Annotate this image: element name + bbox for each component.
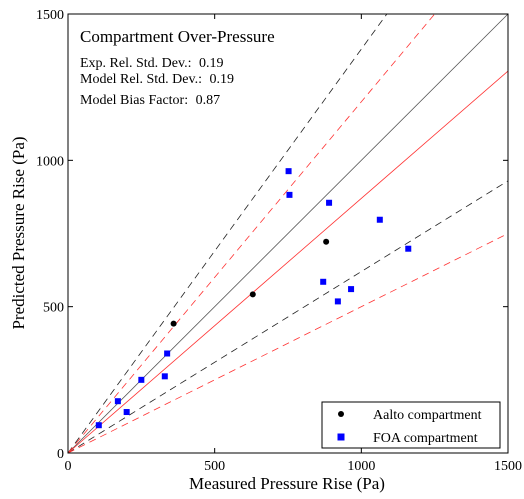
stat-value-0: 0.19 — [199, 56, 224, 71]
chart-title: Compartment Over-Pressure — [80, 27, 275, 46]
stat-line-2: Model Bias Factor: 0.87 — [80, 93, 220, 108]
stat-value-2: 0.87 — [196, 93, 221, 108]
data-point-s0-1 — [249, 291, 256, 298]
reference-line-5 — [67, 233, 509, 454]
stat-label-1: Model Rel. Std. Dev.: — [80, 72, 202, 87]
reference-line-2 — [67, 180, 509, 454]
legend-box — [321, 401, 501, 449]
stat-value-1: 0.19 — [209, 72, 234, 87]
y-axis-label: Predicted Pressure Rise (Pa) — [9, 136, 28, 329]
data-points — [95, 168, 412, 429]
legend-marker-foa — [337, 433, 345, 441]
data-point-s1-11 — [348, 286, 355, 293]
y-tick-label-0: 0 — [57, 447, 64, 462]
data-point-s1-3 — [138, 376, 145, 383]
x-tick-label-1: 500 — [204, 459, 225, 474]
stat-line-0: Exp. Rel. Std. Dev.: 0.19 — [80, 56, 223, 71]
axis-ticks: 0 500 1000 1500 0 500 1000 1500 — [36, 8, 522, 474]
data-point-s1-8 — [326, 199, 333, 206]
svg-text:Model Bias Factor: 0.87: Model Bias Factor: 0.87 — [80, 93, 220, 108]
data-point-s1-4 — [161, 373, 168, 380]
x-tick-label-0: 0 — [65, 459, 72, 474]
data-point-s1-2 — [123, 409, 130, 416]
data-point-s1-13 — [405, 245, 412, 252]
stat-line-1: Model Rel. Std. Dev.: 0.19 — [80, 72, 234, 87]
x-tick-label-3: 1500 — [494, 459, 522, 474]
x-axis-label: Measured Pressure Rise (Pa) — [189, 474, 385, 493]
data-point-s1-0 — [95, 422, 102, 429]
y-tick-label-2: 1000 — [36, 154, 64, 169]
data-point-s1-7 — [286, 191, 293, 198]
svg-text:Exp. Rel. Std. Dev.: 0.1: Exp. Rel. Std. Dev.: 0.19 — [80, 56, 223, 71]
reference-line-1 — [67, 13, 388, 454]
data-point-s1-10 — [334, 298, 341, 305]
stat-label-0: Exp. Rel. Std. Dev.: — [80, 56, 191, 71]
data-point-s0-2 — [323, 238, 330, 245]
stat-label-2: Model Bias Factor: — [80, 93, 188, 108]
data-point-s1-5 — [164, 350, 171, 357]
x-tick-label-2: 1000 — [347, 459, 375, 474]
plot-frame — [67, 13, 509, 454]
legend-label-foa: FOA compartment — [373, 431, 478, 446]
svg-text:Model Rel. Std. Dev.: 0.: Model Rel. Std. Dev.: 0.19 — [80, 72, 234, 87]
data-point-s1-9 — [320, 278, 327, 285]
reference-line-3 — [67, 70, 509, 454]
data-point-s1-6 — [285, 168, 292, 175]
y-tick-label-1: 500 — [43, 301, 64, 316]
data-point-s1-12 — [376, 216, 383, 223]
data-point-s0-0 — [170, 320, 177, 327]
legend: Aalto compartment FOA compartment — [321, 401, 501, 449]
y-tick-label-3: 1500 — [36, 8, 64, 23]
legend-label-aalto: Aalto compartment — [373, 408, 482, 423]
data-point-s1-1 — [114, 398, 121, 405]
legend-marker-aalto — [338, 411, 344, 417]
